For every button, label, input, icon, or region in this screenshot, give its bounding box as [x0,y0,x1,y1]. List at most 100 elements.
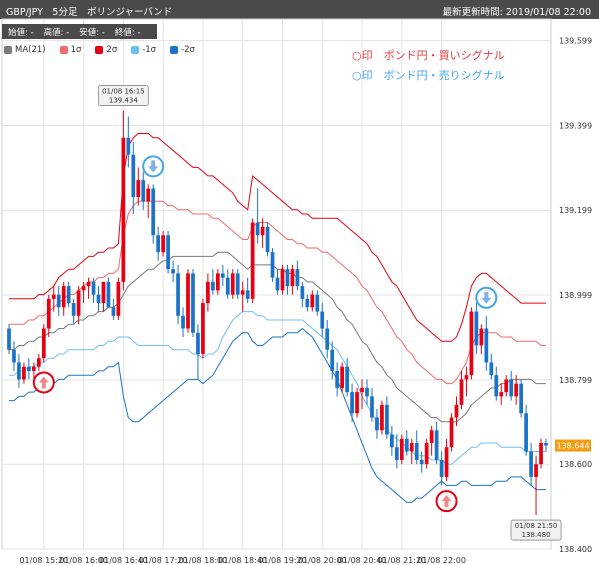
candle-body [504,379,509,393]
candle-body [275,277,280,291]
candle-body [355,392,359,414]
candle-body [225,277,230,295]
candle [454,396,459,427]
candle [260,218,265,248]
candle-body [206,281,210,304]
candle-body [419,459,424,465]
candle-body [181,315,185,329]
candle-body [280,269,285,291]
legend-minus2: -2σ [170,45,195,55]
candle [519,379,524,418]
candle-body [27,366,31,371]
candle-body [240,290,245,295]
candle [56,286,61,316]
candle-body [250,222,255,299]
candle [385,396,389,439]
candle-body [171,269,175,274]
candle [76,286,81,325]
candle-body [360,387,364,393]
candle [399,434,404,465]
candle [66,281,71,308]
candle [106,277,111,308]
legend: MA(21) 1σ 2σ -1σ -2σ [4,45,209,55]
candle-body [539,443,543,465]
candle-body [76,290,81,316]
candle [345,358,349,397]
candle [81,281,86,304]
buy-signal-marker [32,371,55,394]
candle [434,421,439,465]
candle-body [454,404,459,418]
candle [131,141,136,215]
candle [111,298,116,321]
last-updated: 最新更新時間: 2019/01/08 22:00 [442,7,591,18]
callout-value: 139.434 [109,97,138,105]
legend-swatch [95,46,104,54]
candle [22,362,26,384]
candle [275,269,280,295]
candle-body [81,286,86,291]
candle-body [389,434,394,448]
buy-signal-note: ○印 ポンド円・買いシグナル [352,49,505,62]
candle-body [56,294,61,308]
candle [340,362,345,393]
candle [71,298,76,325]
candle-body [17,362,21,380]
x-tick-label: 01/08 18:00 [179,556,228,565]
candle [350,383,354,422]
candle-body [474,311,479,346]
header-bar: GBP/JPY 5分足 ボリンジャーバンド 最新更新時間: 2019/01/08… [0,0,599,19]
candle [210,269,215,295]
candle-body [71,303,76,316]
candle [280,264,285,295]
current-price-box [555,439,591,452]
candle [409,438,414,465]
y-tick-label: 138.799 [559,376,592,385]
x-tick-label: 01/08 15:20 [19,556,68,565]
x-tick-label: 01/08 18:40 [218,556,267,565]
candle-body [340,366,345,388]
plus1-sigma-line [9,200,546,385]
candle-body [399,438,404,460]
candle [225,269,230,299]
candle [101,281,106,312]
legend-label: -2σ [181,45,195,55]
candle-body [499,392,504,397]
candle-body [409,443,414,452]
candle [404,430,409,456]
candle [46,294,51,337]
legend-swatch [4,46,12,54]
candle-body [66,286,71,304]
candle [186,269,190,333]
candle-body [489,362,494,376]
candle [529,443,533,486]
candle [166,231,170,274]
candle [509,370,514,401]
candle [245,277,250,304]
candle [51,286,56,312]
chart-title: GBP/JPY 5分足 ボリンジャーバンド [6,7,173,18]
candle-body [394,447,399,460]
candle-body [210,281,215,291]
x-tick-label: 01/08 20:40 [338,556,387,565]
candle [171,260,175,282]
plus2-sigma-line [9,133,546,342]
candle-body [449,417,454,448]
arrow-up-icon [38,376,49,389]
candle-body [235,273,240,295]
callout-box [510,519,562,541]
candle [250,218,255,304]
candle [479,324,484,354]
x-tick-label: 01/08 16:40 [99,556,148,565]
candle-body [524,413,528,452]
candle [459,370,464,410]
legend-ma: MA(21) [4,45,46,55]
x-tick-label: 01/08 21:20 [377,556,426,565]
y-tick-label: 139.399 [559,121,592,130]
candle [270,247,275,282]
candle-body [270,252,275,278]
candle-body [544,443,548,446]
